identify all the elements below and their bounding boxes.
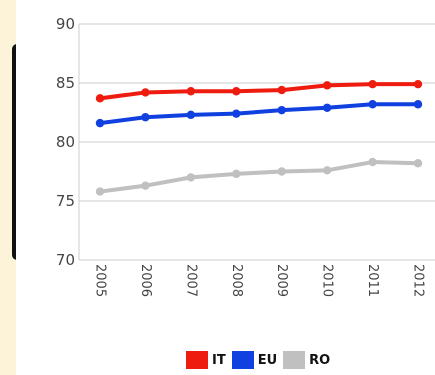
series-line-it [98, 82, 420, 101]
x-tick-label: 2009 [274, 264, 289, 297]
data-point-it [277, 85, 286, 95]
series-line-eu [98, 102, 420, 126]
data-point-it [322, 81, 332, 90]
x-tick-label: 2008 [229, 264, 244, 297]
data-point-it [141, 88, 150, 97]
data-point-ro [413, 159, 423, 168]
data-point-ro [277, 167, 286, 176]
legend-item-eu: EU [231, 351, 278, 369]
legend: IT EU RO [186, 349, 336, 371]
legend-swatch [231, 351, 254, 369]
x-tick-label: 2007 [183, 264, 198, 297]
data-point-eu [141, 113, 150, 122]
legend-label: IT [212, 352, 226, 368]
data-point-eu [322, 103, 332, 112]
legend-label: EU [257, 352, 278, 368]
data-point-it [232, 87, 241, 96]
data-point-eu [277, 105, 286, 115]
data-point-it [368, 79, 377, 89]
x-tick-label: 2011 [365, 264, 380, 297]
legend-swatch [186, 351, 208, 369]
legend-label: RO [309, 352, 331, 368]
data-point-ro [368, 157, 377, 167]
y-tick-label: 85 [56, 74, 75, 92]
data-point-it [413, 79, 423, 89]
data-point-eu [95, 118, 105, 128]
legend-swatch [283, 351, 306, 369]
y-tick-label: 75 [56, 192, 75, 210]
legend-item-it: IT [186, 351, 226, 369]
data-point-eu [232, 109, 241, 118]
x-tick-label: 2005 [93, 264, 108, 297]
data-point-ro [141, 181, 150, 190]
data-point-ro [95, 187, 105, 196]
data-point-eu [186, 110, 196, 120]
data-point-ro [186, 173, 196, 182]
y-tick-label: 90 [56, 15, 75, 33]
legend-item-ro: RO [283, 351, 330, 369]
line-chart: 70 75 80 85 90 2005 2006 2007 2008 2009 2010 2011 20… [56, 15, 435, 297]
x-tick-label: 2012 [411, 264, 426, 297]
data-point-it [95, 94, 105, 103]
data-point-eu [368, 100, 377, 109]
x-tick-label: 2006 [138, 264, 153, 297]
y-tick-label: 70 [56, 251, 75, 269]
x-tick-label: 2010 [320, 264, 335, 297]
data-point-eu [413, 100, 423, 109]
data-point-ro [322, 166, 332, 175]
data-point-it [186, 87, 196, 96]
data-point-ro [232, 169, 241, 179]
y-tick-label: 80 [56, 133, 75, 151]
chart-panel: 70 75 80 85 90 2005 2006 2007 2008 2009 2010 2011 20… [16, 0, 435, 375]
series-line-ro [98, 160, 420, 194]
